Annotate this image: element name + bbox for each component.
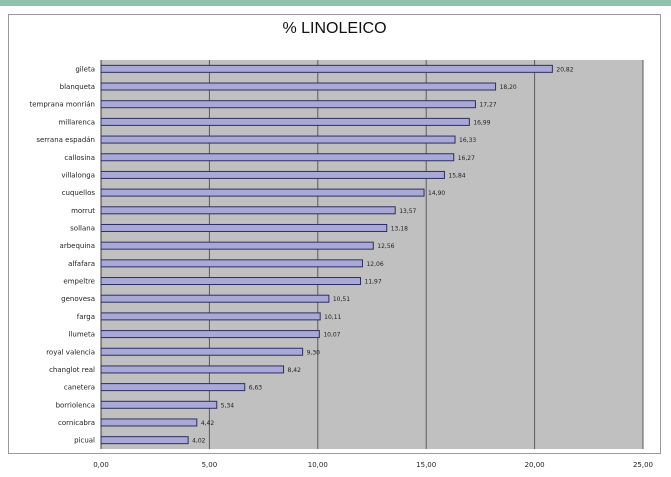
x-tick-label: 15,00: [416, 461, 436, 469]
category-label: cuquellos: [62, 189, 96, 197]
data-label: 12,06: [366, 261, 383, 268]
bar: [100, 241, 374, 250]
data-label: 10,11: [324, 314, 341, 321]
bar: [100, 135, 456, 144]
data-label: 13,18: [391, 225, 408, 232]
category-label: empeltre: [63, 278, 95, 286]
category-label: cornicabra: [58, 419, 95, 427]
data-label: 18,20: [500, 84, 517, 91]
bar: [100, 330, 320, 339]
bar: [100, 64, 553, 73]
data-label: 16,33: [459, 137, 476, 144]
data-label: 16,99: [473, 119, 490, 126]
bar: [100, 365, 285, 374]
bar: [100, 436, 189, 445]
x-tick-label: 10,00: [308, 461, 328, 469]
data-label: 11,97: [365, 279, 382, 286]
data-label: 17,27: [479, 102, 496, 109]
bar: [100, 223, 388, 232]
bar: [100, 153, 455, 162]
bar: [100, 294, 330, 303]
bar: [100, 206, 396, 215]
x-tick-label: 0,00: [93, 461, 109, 469]
data-label: 12,56: [377, 243, 394, 250]
category-label: temprana monrián: [29, 101, 95, 109]
bar: [100, 188, 425, 197]
category-label: genovesa: [61, 295, 95, 303]
data-label: 13,57: [399, 208, 416, 215]
data-label: 8,42: [288, 367, 302, 374]
bar: [100, 100, 476, 109]
category-label: farga: [77, 313, 95, 321]
bar: [100, 117, 470, 126]
bar: [100, 259, 363, 268]
top-accent-rule: [0, 0, 671, 6]
category-label: sollana: [70, 224, 95, 232]
data-label: 9,30: [307, 349, 321, 356]
bar: [100, 170, 445, 179]
category-label: borriolenca: [56, 401, 95, 409]
bar: [100, 82, 497, 91]
data-label: 14,90: [428, 190, 445, 197]
data-label: 4,02: [192, 438, 206, 445]
category-label: canetera: [64, 384, 95, 392]
bar: [100, 277, 362, 286]
category-label: morrut: [71, 207, 95, 215]
category-label: serrana espadán: [36, 136, 95, 144]
category-label: villalonga: [61, 171, 95, 179]
category-label: gileta: [75, 65, 95, 73]
category-label: picual: [74, 437, 95, 445]
category-label: blanqueta: [60, 83, 95, 91]
category-label: llumeta: [69, 331, 96, 339]
data-label: 15,84: [448, 172, 465, 179]
bar: [100, 418, 198, 427]
category-label: changlot real: [49, 366, 95, 374]
x-tick-label: 20,00: [525, 461, 545, 469]
x-tick-label: 25,00: [633, 461, 653, 469]
data-label: 16,27: [458, 155, 475, 162]
chart-title: % LINOLEICO: [282, 20, 387, 37]
data-label: 5,34: [221, 402, 235, 409]
data-label: 10,51: [333, 296, 350, 303]
x-tick-label: 5,00: [202, 461, 218, 469]
data-label: 10,07: [323, 332, 340, 339]
category-label: royal valencia: [46, 348, 95, 356]
bar: [100, 400, 218, 409]
category-label: millarenca: [58, 118, 95, 126]
bar: [100, 383, 246, 392]
category-label: callosina: [64, 154, 95, 162]
data-label: 6,63: [249, 385, 263, 392]
bar: [100, 347, 304, 356]
category-label: alfafara: [68, 260, 95, 268]
data-label: 20,82: [556, 66, 573, 73]
category-label: arbequina: [60, 242, 95, 250]
bar: [100, 312, 321, 321]
data-label: 4,42: [201, 420, 215, 427]
